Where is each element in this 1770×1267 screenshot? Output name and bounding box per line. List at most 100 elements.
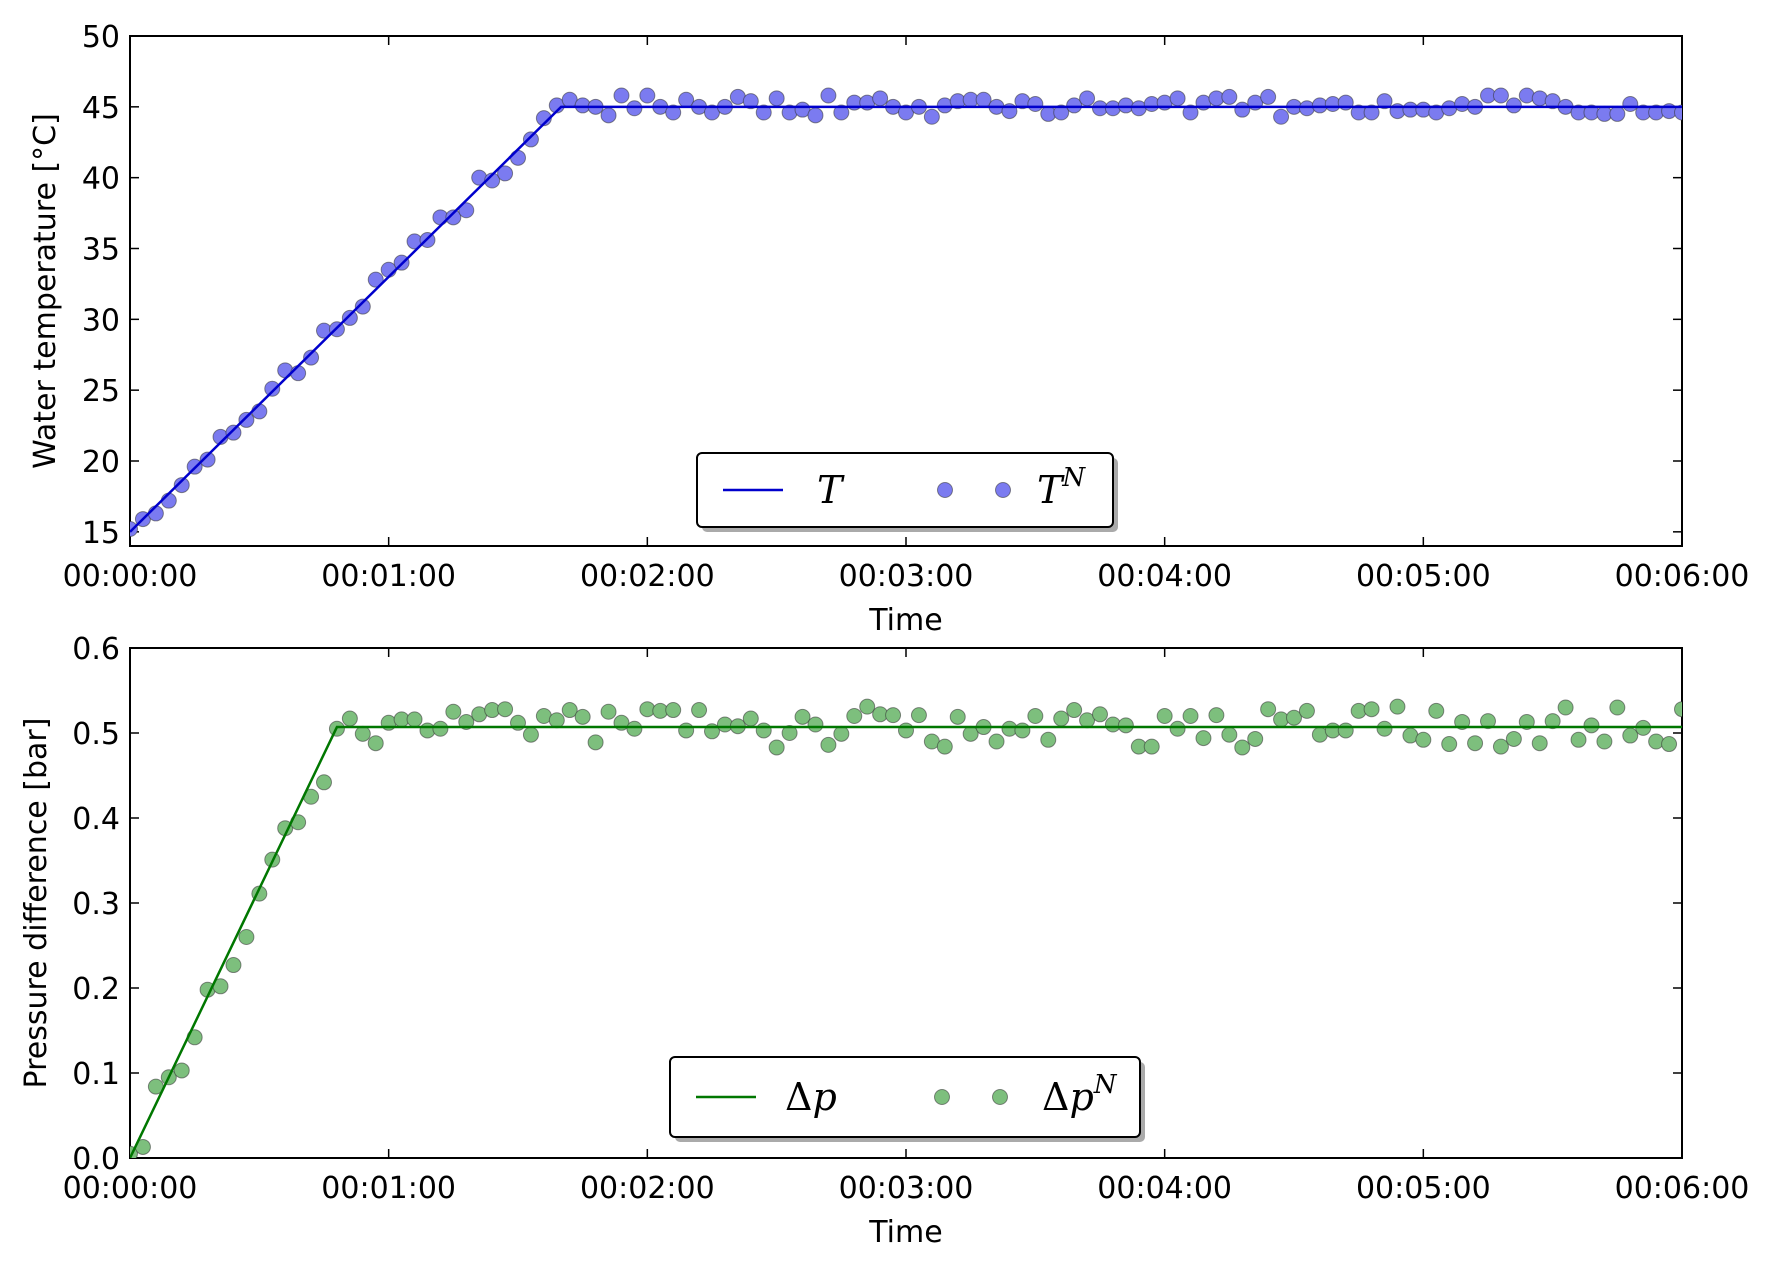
temperature-data-point — [1298, 100, 1315, 117]
temperature-xtick-label: 00:00:00 — [63, 559, 198, 594]
pressure-data-point — [781, 725, 798, 741]
temperature-legend-box — [696, 452, 1114, 528]
temperature-data-point — [626, 100, 643, 117]
temperature-data-point — [264, 380, 281, 397]
pressure-data-point — [587, 734, 604, 751]
pressure-data-point — [497, 701, 514, 718]
temperature-xtick-label: 00:05:00 — [1356, 559, 1491, 594]
temperature-data-point — [923, 108, 940, 125]
temperature-data-point — [1273, 108, 1290, 125]
temperature-legend-marker-swatch — [937, 482, 953, 498]
pressure-data-point — [1195, 730, 1212, 747]
pressure-data-point — [1674, 701, 1682, 718]
temperature-data-point — [1415, 101, 1432, 118]
temperature-data-point — [510, 149, 526, 166]
temperature-data-point — [290, 365, 307, 382]
temperature-ylabel: Water temperature [°C] — [28, 113, 63, 469]
pressure-data-point — [768, 739, 785, 756]
temperature-data-point — [445, 209, 462, 226]
pressure-data-point — [1117, 717, 1134, 734]
temperature-data-point — [1622, 96, 1639, 112]
pressure-data-point — [354, 725, 371, 742]
pressure-data-point — [1570, 731, 1587, 748]
temperature-plot-area: 00:00:00 00:01:00 00:02:00 00:03:00 00:04:00… — [63, 20, 1750, 594]
temperature-data-point — [872, 90, 889, 107]
pressure-data-point — [574, 708, 591, 725]
pressure-plot-area: 00:00:00 00:01:00 00:02:00 00:03:00 00:04:00… — [63, 632, 1750, 1206]
temperature-data-point — [1117, 97, 1134, 114]
pressure-legend-label: Δp — [785, 1075, 837, 1119]
pressure-data-point — [898, 722, 914, 739]
temperature-data-point — [199, 451, 216, 468]
temperature-data-point — [225, 424, 242, 441]
temperature-legend-marker-swatch — [995, 482, 1011, 498]
temperature-data-point — [238, 411, 255, 428]
temperature-data-point — [1376, 93, 1393, 110]
pressure-data-point — [678, 722, 695, 739]
pressure-legend-box — [669, 1056, 1141, 1138]
temperature-data-point — [1053, 104, 1070, 121]
pressure-ytick-label: 0.4 — [72, 802, 120, 837]
temperature-data-point — [497, 165, 514, 182]
temperature-data-point — [1169, 90, 1186, 107]
pressure-data-point — [885, 707, 902, 724]
temperature-xtick-label: 00:04:00 — [1097, 559, 1232, 594]
pressure-data-point — [1286, 709, 1302, 726]
temperature-legend: T TN — [696, 452, 1118, 532]
temperature-data-point — [1182, 104, 1199, 121]
pressure-series-line — [130, 725, 1682, 1158]
pressure-data-point — [432, 720, 449, 737]
pressure-xtick-label: 00:04:00 — [1097, 1171, 1232, 1206]
pressure-data-point — [1441, 736, 1458, 753]
temperature-data-point — [341, 309, 358, 326]
pressure-data-point — [1208, 707, 1225, 724]
pressure-xtick-label: 00:02:00 — [580, 1171, 715, 1206]
temperature-panel: 00:00:00 00:01:00 00:02:00 00:03:00 00:04:00… — [28, 20, 1749, 638]
temperature-data-point — [1609, 105, 1626, 122]
temperature-data-point — [303, 349, 320, 366]
pressure-data-point — [1518, 713, 1535, 730]
pressure-data-point — [600, 703, 617, 720]
temperature-data-point — [173, 477, 190, 494]
pressure-series-group — [130, 698, 1682, 1158]
pressure-data-point — [794, 708, 811, 725]
temperature-data-point — [600, 107, 617, 124]
pressure-data-point — [1596, 733, 1613, 750]
temperature-data-point — [147, 505, 164, 522]
temperature-data-point — [1104, 100, 1121, 117]
pressure-data-point — [1648, 733, 1665, 750]
pressure-data-point — [1247, 730, 1264, 747]
pressure-xtick-label: 00:00:00 — [63, 1171, 198, 1206]
pressure-data-point — [1014, 722, 1031, 739]
pressure-data-point — [548, 712, 565, 729]
pressure-legend: Δp ΔpN — [669, 1056, 1145, 1142]
temperature-legend-label: T — [817, 468, 845, 512]
temperature-ytick-label: 45 — [82, 91, 120, 126]
pressure-ytick-label: 0.1 — [72, 1057, 120, 1092]
pressure-data-point — [1467, 735, 1484, 752]
temperature-xtick-label: 00:03:00 — [839, 559, 974, 594]
pressure-data-point — [445, 703, 462, 720]
pressure-data-point — [1389, 698, 1406, 715]
pressure-data-point — [1531, 735, 1548, 752]
pressure-data-point — [665, 702, 682, 719]
pressure-data-point — [1260, 701, 1277, 718]
pressure-data-point — [1040, 731, 1057, 748]
pressure-ytick-label: 0.5 — [72, 717, 120, 752]
pressure-data-point — [1066, 702, 1083, 719]
pressure-data-point — [691, 702, 708, 719]
pressure-data-point — [1544, 713, 1561, 730]
temperature-data-point — [639, 87, 656, 104]
temperature-data-point — [755, 104, 772, 121]
pressure-data-point — [1234, 739, 1251, 756]
pressure-xtick-label: 00:06:00 — [1615, 1171, 1750, 1206]
temperature-xtick-label: 00:01:00 — [321, 559, 456, 594]
temperature-ytick-label: 20 — [82, 445, 120, 480]
temperature-data-point — [1363, 104, 1380, 121]
pressure-data-point — [820, 736, 837, 753]
pressure-data-point — [1156, 708, 1173, 724]
pressure-data-point — [833, 725, 850, 742]
pressure-data-point — [1376, 720, 1393, 737]
pressure-data-point — [1221, 726, 1238, 743]
